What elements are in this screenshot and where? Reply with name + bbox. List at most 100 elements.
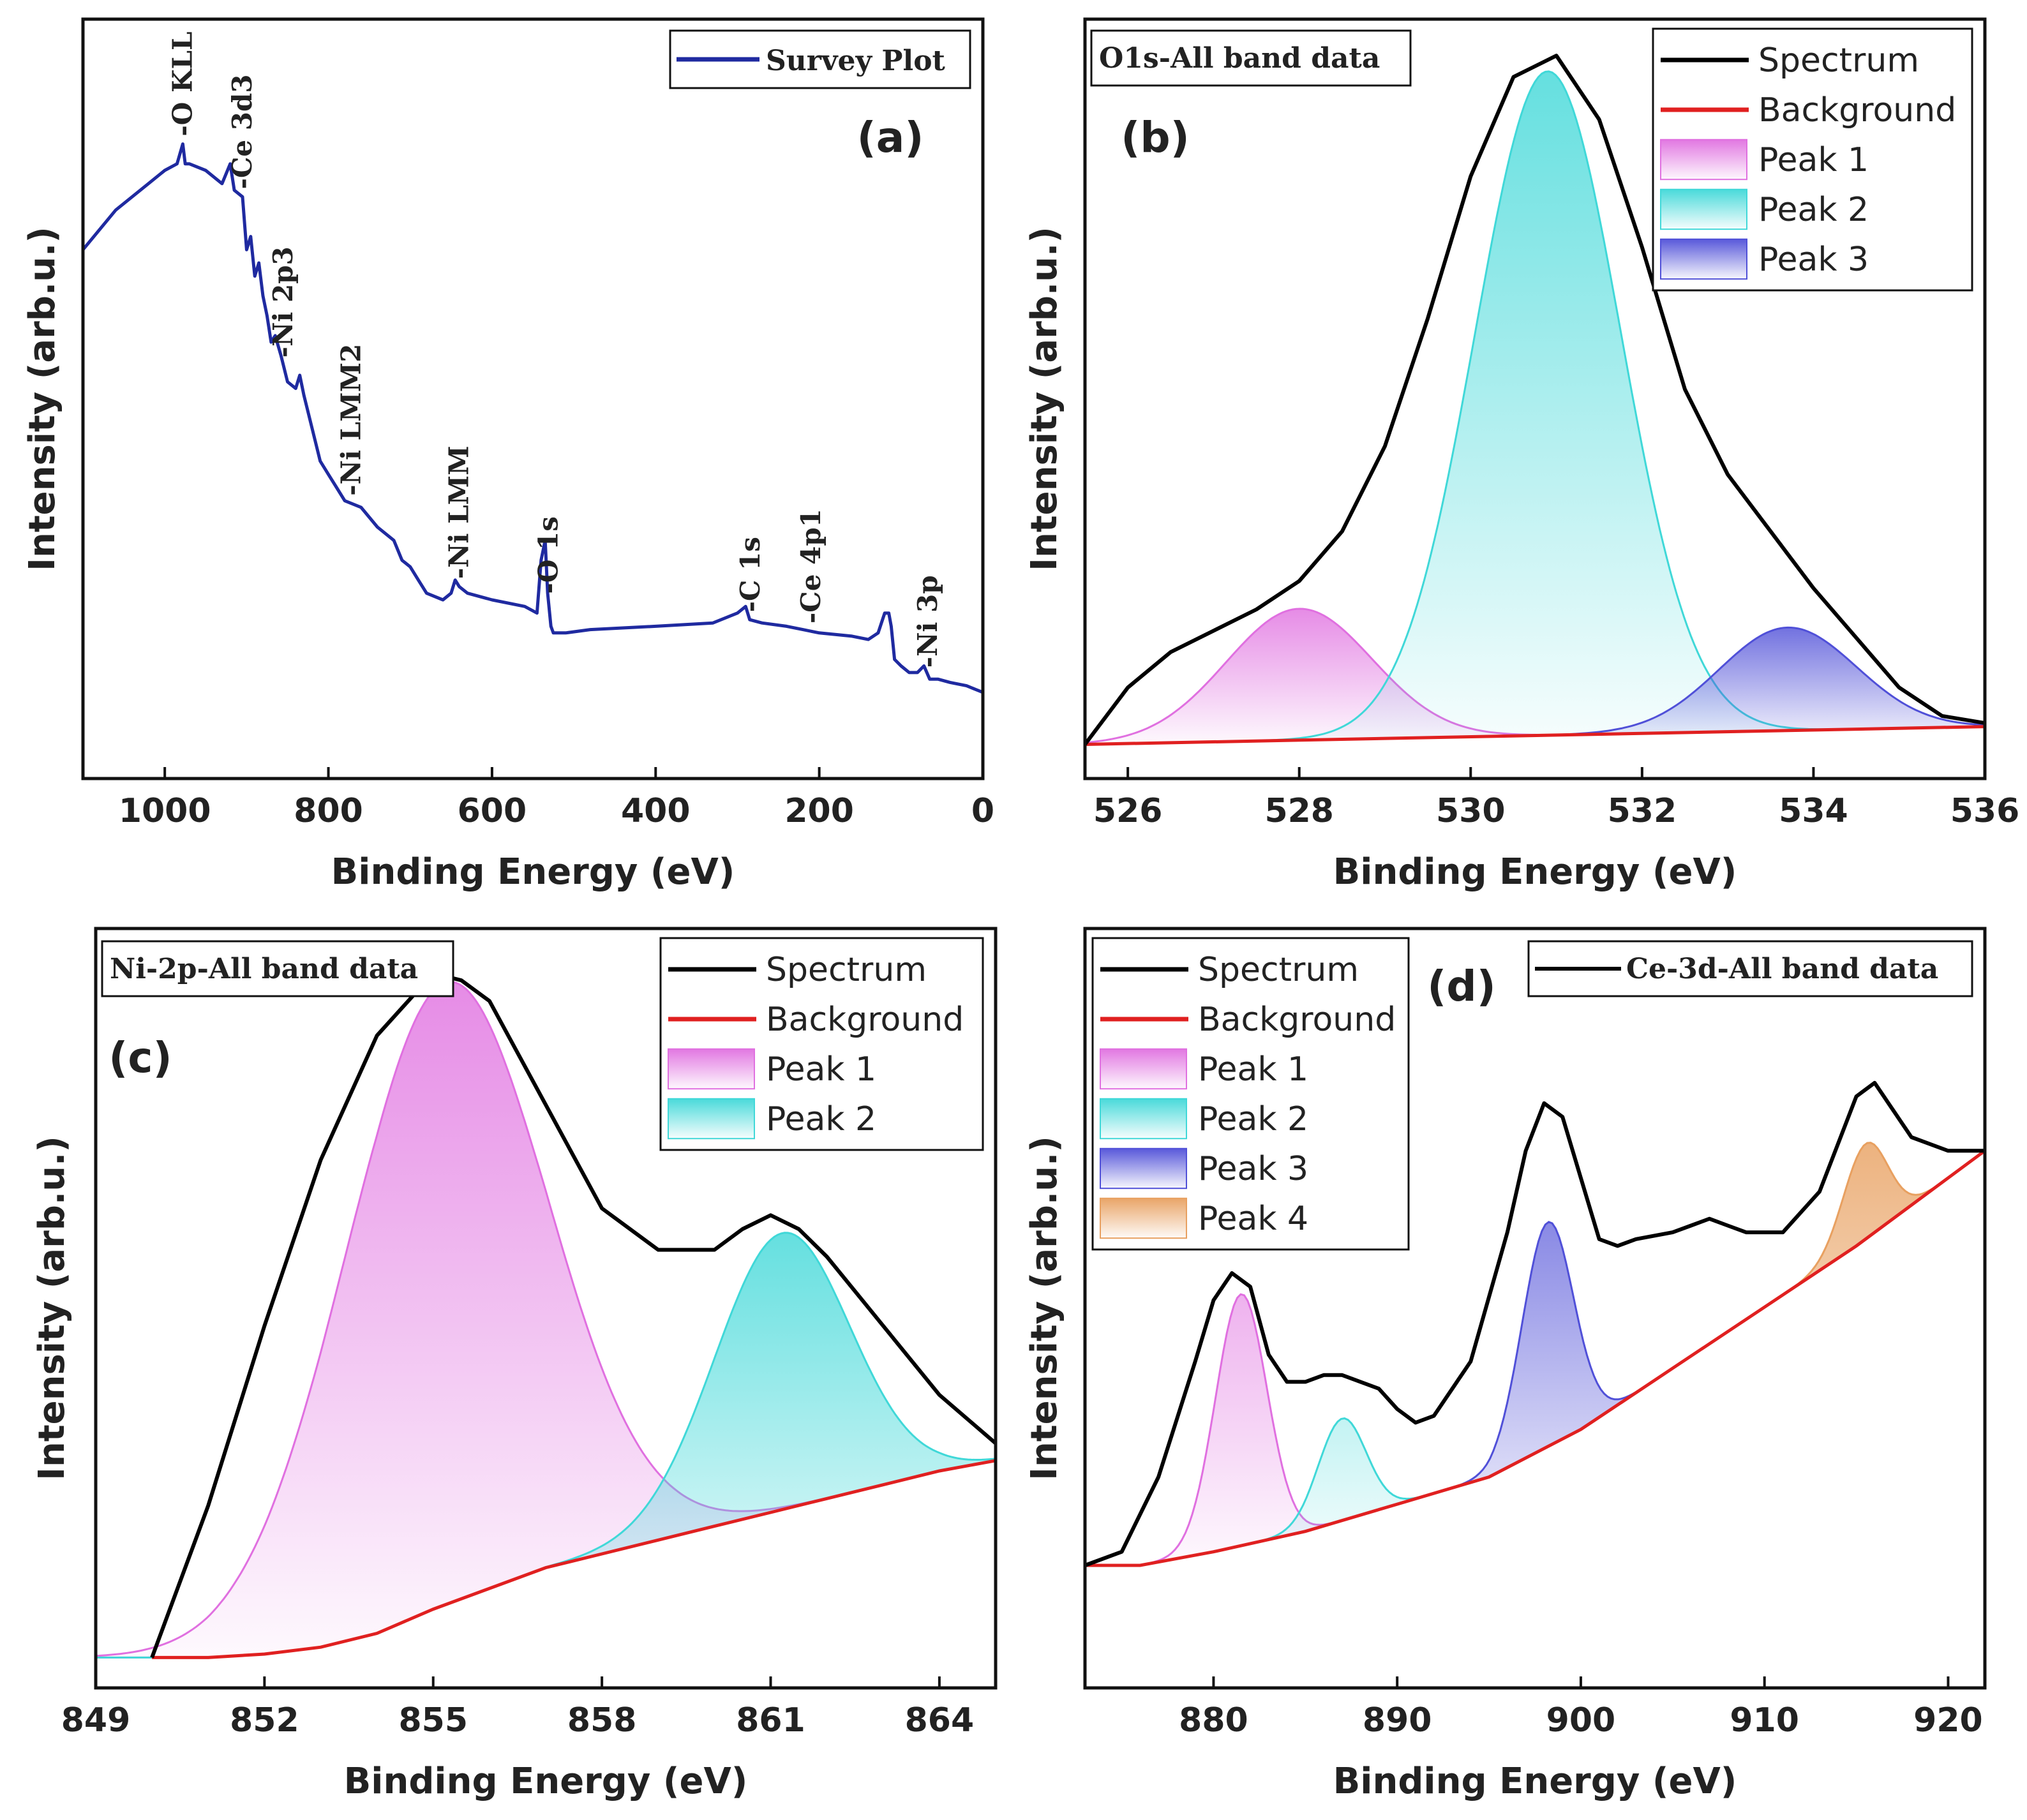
ni2p-legend-swatch-peak-2 (668, 1098, 755, 1140)
o1s-tag-box (1090, 29, 1412, 87)
ni2p-spectrum-line (150, 971, 997, 1659)
o1s-panel-label: (b) (1121, 113, 1190, 162)
ce3d-legend-swatch-peak-4 (1100, 1197, 1187, 1239)
o1s-plot-area (1083, 54, 1986, 746)
o1s-y-label: Intensity (arb.u.) (1024, 227, 1065, 571)
ce3d-x-tick-label: 890 (1363, 1701, 1432, 1740)
o1s-panel: 526 528 530 532 534 536 Binding Energy (eV) I… (1024, 17, 2019, 893)
survey-annotation: -O KLL (167, 31, 198, 136)
ni2p-plot-area (94, 971, 997, 1659)
survey-annotation: -Ni 2p3 (267, 246, 299, 357)
ce3d-panel-label: (d) (1427, 962, 1496, 1011)
survey-x-label: Binding Energy (eV) (331, 851, 735, 893)
ce3d-legend-label-peak-4: Peak 4 (1198, 1200, 1308, 1238)
o1s-legend: Spectrum Background Peak 1 Peak 2 Peak 3 (1652, 27, 1973, 292)
o1s-x-tick-label: 528 (1264, 792, 1334, 830)
survey-annotation: -Ce 3d3 (227, 74, 258, 189)
survey-annotation: -Ni 3p (912, 575, 943, 668)
o1s-x-tick-label: 534 (1779, 792, 1848, 830)
ni2p-x-tick-label: 864 (905, 1701, 975, 1740)
ce3d-legend-label-spectrum: Spectrum (1198, 951, 1359, 989)
ce3d-legend: Spectrum Background Peak 1 Peak 2 Peak 3 Peak… (1091, 937, 1410, 1251)
o1s-legend-label-peak-1: Peak 1 (1758, 141, 1869, 179)
survey-annotation: -Ni LMM (444, 445, 475, 579)
ni2p-tag-box (101, 940, 454, 997)
o1s-legend-swatch-peak-1 (1660, 138, 1747, 181)
ce3d-legend-swatch-peak-3 (1100, 1147, 1187, 1190)
survey-x-tick-label: 1000 (119, 792, 211, 830)
o1s-x-tick-label: 532 (1608, 792, 1677, 830)
ni2p-x-tick-label: 861 (736, 1701, 805, 1740)
o1s-x-tick-label: 536 (1950, 792, 2020, 830)
ce3d-x-tick-label: 900 (1546, 1701, 1616, 1740)
survey-legend-label: Survey Plot (766, 45, 946, 77)
survey-annotation: -Ce 4p1 (795, 509, 827, 623)
ce3d-x-ticks: 880 890 900 910 920 (1179, 1676, 1983, 1740)
o1s-legend-label-spectrum: Spectrum (1758, 41, 1919, 80)
ce3d-tag: Ce-3d-All band data (1626, 953, 1938, 985)
survey-frame (81, 17, 985, 780)
o1s-frame (1083, 17, 1987, 780)
ni2p-x-tick-label: 855 (398, 1701, 468, 1740)
ni2p-x-tick-label: 849 (61, 1701, 131, 1740)
survey-peak-annotations: -O KLL -Ce 3d3 -Ni 2p3 -Ni LMM2 -Ni LMM -O 1s… (167, 31, 943, 668)
ce3d-x-tick-label: 880 (1179, 1701, 1248, 1740)
ce3d-legend-label-peak-1: Peak 1 (1198, 1050, 1308, 1089)
survey-plot-area (82, 142, 984, 694)
ni2p-panel-label: (c) (108, 1033, 172, 1082)
o1s-x-ticks: 526 528 530 532 534 536 (1093, 767, 2019, 830)
ce3d-legend-label-background: Background (1198, 1001, 1396, 1039)
o1s-x-tick-label: 530 (1436, 792, 1506, 830)
ce3d-panel: 880 890 900 910 920 Binding Energy (eV) Inte… (1024, 927, 1987, 1802)
ni2p-frame (94, 927, 998, 1690)
o1s-x-tick-label: 526 (1093, 792, 1163, 830)
ce3d-x-tick-label: 920 (1913, 1701, 1983, 1740)
o1s-spectrum-line (1083, 54, 1986, 746)
ni2p-panel: 849 852 855 858 861 864 Binding Energy (eV) I… (31, 927, 998, 1802)
o1s-x-label: Binding Energy (eV) (1333, 851, 1737, 893)
ce3d-legend-label-peak-3: Peak 3 (1198, 1150, 1308, 1188)
o1s-tag: O1s-All band data (1099, 42, 1380, 75)
ni2p-tag: Ni-2p-All band data (110, 953, 418, 985)
ce3d-spectrum-line (1084, 1080, 1985, 1567)
ni2p-legend-label-spectrum: Spectrum (766, 951, 927, 989)
survey-x-tick-label: 800 (294, 792, 363, 830)
ni2p-legend-label-background: Background (766, 1001, 964, 1039)
ce3d-frame (1083, 927, 1987, 1690)
o1s-legend-swatch-peak-3 (1660, 238, 1747, 280)
survey-line (82, 142, 984, 694)
ni2p-legend-swatch-peak-1 (668, 1048, 755, 1090)
ce3d-legend-label-peak-2: Peak 2 (1198, 1100, 1308, 1138)
ni2p-x-tick-label: 858 (567, 1701, 637, 1740)
survey-x-tick-label: 200 (784, 792, 854, 830)
ni2p-x-ticks: 849 852 855 858 861 864 (61, 1676, 974, 1740)
survey-annotation: -C 1s (735, 537, 766, 612)
ni2p-legend-label-peak-2: Peak 2 (766, 1100, 876, 1138)
survey-x-tick-label: 400 (621, 792, 691, 830)
ce3d-y-label: Intensity (arb.u.) (1024, 1136, 1065, 1481)
ni2p-y-label: Intensity (arb.u.) (31, 1136, 73, 1481)
survey-x-tick-label: 0 (971, 792, 994, 830)
survey-annotation: -O 1s (532, 516, 564, 594)
ni2p-x-label: Binding Energy (eV) (344, 1761, 748, 1802)
ce3d-x-tick-label: 910 (1730, 1701, 1799, 1740)
survey-annotation: -Ni LMM2 (335, 344, 366, 496)
ce3d-x-label: Binding Energy (eV) (1333, 1761, 1737, 1802)
ni2p-legend: Spectrum Background Peak 1 Peak 2 (659, 937, 984, 1151)
o1s-legend-label-peak-2: Peak 2 (1758, 191, 1869, 229)
survey-y-label: Intensity (arb.u.) (22, 227, 63, 571)
survey-legend: Survey Plot (669, 29, 971, 89)
o1s-background-line (1084, 725, 1986, 746)
ce3d-background-line (1085, 1149, 1986, 1567)
survey-panel-label: (a) (857, 113, 924, 162)
o1s-legend-swatch-peak-2 (1660, 188, 1747, 230)
ni2p-background-line (152, 1459, 996, 1659)
ce3d-legend-swatch-peak-1 (1100, 1048, 1187, 1090)
ni2p-legend-label-peak-1: Peak 1 (766, 1050, 876, 1089)
ce3d-legend-box (1091, 937, 1410, 1251)
survey-panel: 1000 800 600 400 200 0 Binding Energy (eV) In… (22, 17, 994, 893)
ce3d-legend-swatch-peak-2 (1100, 1098, 1187, 1140)
o1s-legend-label-background: Background (1758, 91, 1956, 130)
ni2p-x-tick-label: 852 (230, 1701, 299, 1740)
